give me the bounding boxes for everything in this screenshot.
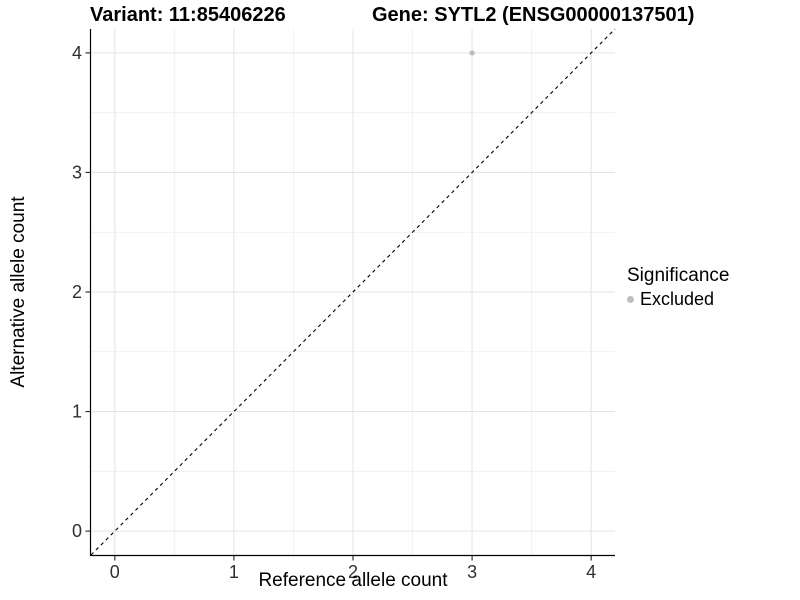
x-tick-label: 2 — [348, 562, 358, 582]
legend-item-label: Excluded — [640, 289, 715, 309]
y-tick-label: 2 — [72, 282, 82, 302]
legend: Significance Excluded — [627, 265, 729, 310]
identity-line — [90, 28, 616, 556]
y-tick-label: 1 — [72, 402, 82, 422]
x-axis-title: Reference allele count — [258, 570, 448, 591]
x-tick-label: 3 — [467, 562, 477, 582]
legend-title: Significance — [627, 265, 730, 286]
plot-title-gene: Gene: SYTL2 (ENSG00000137501) — [372, 4, 695, 26]
x-tick-label: 4 — [586, 562, 596, 582]
y-tick-label: 4 — [72, 43, 82, 63]
plot-title-variant: Variant: 11:85406226 — [90, 4, 286, 26]
x-tick-label: 0 — [110, 562, 120, 582]
y-tick-label: 0 — [72, 521, 82, 541]
legend-item-excluded: Excluded — [627, 289, 729, 310]
excluded-point-icon — [627, 296, 634, 303]
y-axis-title: Alternative allele count — [8, 196, 29, 388]
data-point — [469, 50, 475, 56]
x-tick-label: 1 — [229, 562, 239, 582]
y-tick-label: 3 — [72, 162, 82, 182]
